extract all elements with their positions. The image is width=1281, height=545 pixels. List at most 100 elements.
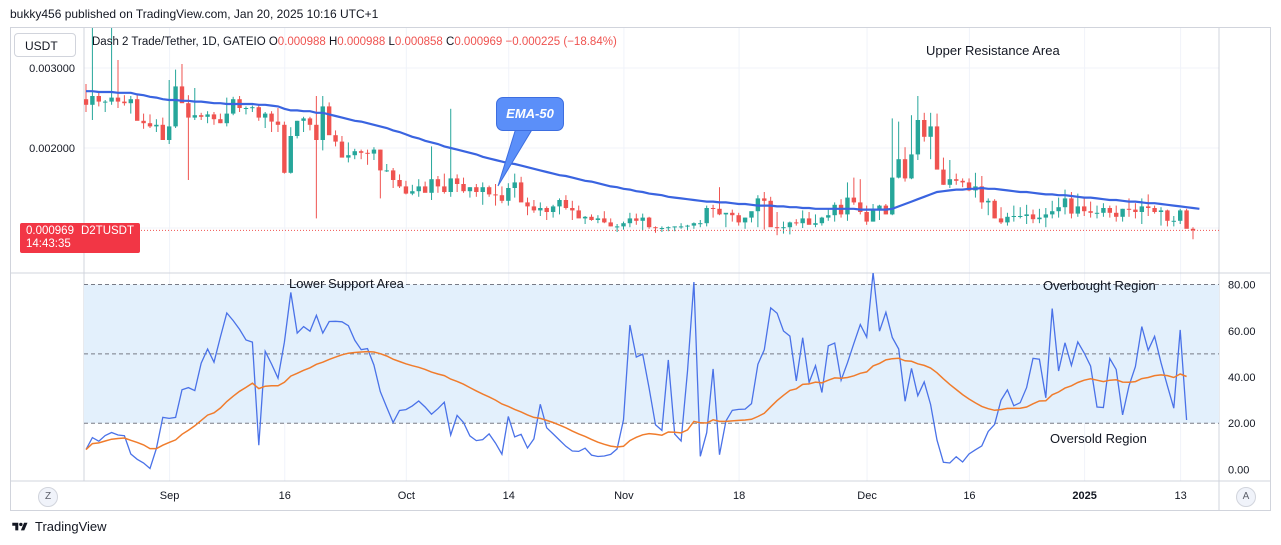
candle-body xyxy=(301,118,306,121)
overbought-label: Overbought Region xyxy=(1043,278,1156,293)
candle-body xyxy=(192,115,197,118)
candle-body xyxy=(218,119,223,124)
candle-body xyxy=(294,120,300,136)
candle-body xyxy=(576,210,581,219)
low-value: 0.000858 xyxy=(394,36,443,48)
candle-body xyxy=(858,202,863,212)
candle-body xyxy=(570,208,575,211)
candle-body xyxy=(979,186,985,203)
candle-body xyxy=(518,182,524,203)
candle-body xyxy=(102,101,108,103)
candle-body xyxy=(154,124,159,127)
candle-body xyxy=(1037,217,1042,220)
candle-body xyxy=(672,226,677,228)
candle-body xyxy=(794,222,799,224)
candle-body xyxy=(1069,198,1074,214)
symbol-title[interactable]: Dash 2 Trade/Tether, 1D, GATEIO xyxy=(92,36,266,48)
candle-body xyxy=(352,151,357,156)
candle-body xyxy=(96,96,101,102)
candle-body xyxy=(397,180,402,187)
candle-body xyxy=(275,121,281,125)
candle-body xyxy=(390,170,396,180)
symbol-tag: D2TUSDT xyxy=(80,225,134,238)
tradingview-brand[interactable]: TradingView xyxy=(10,519,107,534)
last-price: 0.000969 xyxy=(26,225,74,238)
candle-body xyxy=(627,218,633,224)
candle-body xyxy=(474,187,479,192)
candle-body xyxy=(128,99,133,104)
candle-body xyxy=(1171,220,1177,222)
candle-body xyxy=(1133,209,1138,212)
timezone-button[interactable]: Z xyxy=(38,487,58,507)
rsi-lines-group xyxy=(85,273,1188,470)
candle-body xyxy=(928,126,933,137)
candle-body xyxy=(166,126,172,140)
candle-body xyxy=(582,216,588,219)
currency-button[interactable]: USDT xyxy=(14,33,76,57)
time-tick-label: 16 xyxy=(963,490,975,502)
candle-body xyxy=(685,225,690,227)
candle-body xyxy=(563,200,569,208)
time-tick-label: 13 xyxy=(1174,490,1186,502)
candle-body xyxy=(730,212,735,216)
candle-body xyxy=(346,155,351,158)
candle-body xyxy=(205,114,210,117)
high-value: 0.000988 xyxy=(337,36,386,48)
candle-body xyxy=(339,141,345,158)
candle-body xyxy=(1107,208,1113,213)
candle-body xyxy=(224,113,229,124)
candle-body xyxy=(1120,208,1125,217)
candle-body xyxy=(915,120,921,155)
candle-body xyxy=(1165,210,1170,221)
candle-body xyxy=(1056,207,1061,212)
candle-body xyxy=(486,187,492,195)
candle-body xyxy=(480,187,485,192)
candle-body xyxy=(1184,210,1189,229)
candle-body xyxy=(1075,206,1081,214)
lower-support-label: Lower Support Area xyxy=(289,276,404,291)
ema-callout-pointer xyxy=(497,127,534,187)
candle-body xyxy=(653,227,658,229)
candle-body xyxy=(1158,210,1164,212)
candle-body xyxy=(1139,206,1145,212)
candle-body xyxy=(448,178,453,192)
candle-body xyxy=(1101,208,1106,213)
candle-body xyxy=(211,114,217,120)
candle-body xyxy=(416,186,421,192)
candle-body xyxy=(134,99,140,121)
candle-body xyxy=(160,124,165,140)
candle-body xyxy=(173,86,178,127)
open-value: 0.000988 xyxy=(277,36,326,48)
candle-body xyxy=(1178,210,1183,221)
candle-body xyxy=(186,103,191,118)
candle-body xyxy=(768,200,773,228)
candle-body xyxy=(966,182,972,191)
ema-callout: EMA-50 xyxy=(496,97,564,131)
candle-body xyxy=(646,217,652,228)
candle-body xyxy=(365,152,370,154)
candle-body xyxy=(621,223,626,227)
candle-body xyxy=(954,179,959,181)
candle-body xyxy=(384,170,389,172)
candle-body xyxy=(986,200,991,203)
last-price-tag: 0.000969 D2TUSDT 14:43:35 xyxy=(20,223,140,254)
candle-body xyxy=(410,191,415,194)
auto-scale-button[interactable]: A xyxy=(1236,487,1256,507)
candle-body xyxy=(1011,216,1017,217)
candle-body xyxy=(256,107,261,118)
candle-body xyxy=(614,226,620,228)
rsi-tick-label: 40.00 xyxy=(1228,372,1256,384)
candle-body xyxy=(544,208,549,212)
candle-body xyxy=(691,223,697,226)
candle-body xyxy=(1030,214,1036,220)
candle-body xyxy=(557,200,562,207)
candle-body xyxy=(678,226,684,228)
candle-body xyxy=(435,179,441,187)
time-tick-label: 18 xyxy=(733,490,745,502)
candle-body xyxy=(634,218,639,221)
candle-body xyxy=(403,186,409,194)
candle-body xyxy=(819,217,825,224)
candle-body xyxy=(1024,214,1029,216)
rsi-line xyxy=(85,273,1188,470)
